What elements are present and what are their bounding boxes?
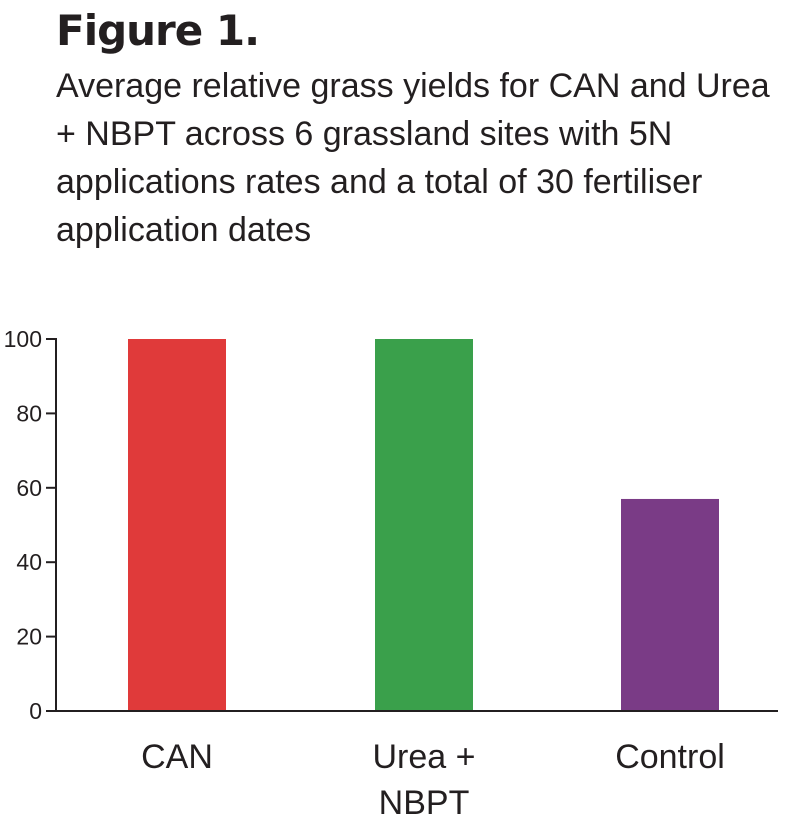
figure-subtitle: Average relative grass yields for CAN an…	[56, 67, 770, 249]
category-label-0: CAN	[141, 738, 213, 776]
bar-control	[621, 498, 719, 711]
category-label-1-line-1: NBPT	[379, 784, 470, 822]
y-tick-label-100: 100	[4, 326, 42, 352]
category-label-2: Control	[615, 738, 725, 776]
category-label-1-line-0: Urea +	[373, 738, 476, 776]
y-tick-label-20: 20	[16, 624, 42, 650]
y-tick-label-80: 80	[16, 400, 42, 426]
bar-urea-nbpt	[375, 339, 473, 711]
bar-can	[128, 339, 226, 711]
figure-title: Figure 1.	[56, 6, 260, 55]
y-tick-label-40: 40	[16, 549, 42, 575]
y-tick-label-0: 0	[29, 698, 42, 724]
y-tick-label-60: 60	[16, 475, 42, 501]
